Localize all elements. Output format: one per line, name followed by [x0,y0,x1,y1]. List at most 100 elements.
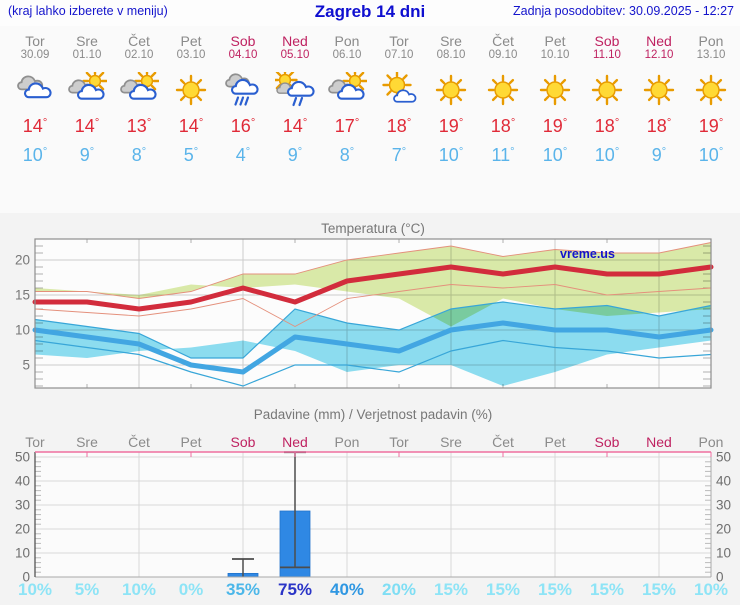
low-temp-label: 8° [131,145,147,165]
low-temp-label: 10° [542,145,568,165]
weather-icon [269,72,321,108]
low-temp-label: 10° [594,145,620,165]
forecast-day[interactable]: Čet 02.10 13° 8° [113,30,165,165]
low-temp-label: 10° [698,145,724,165]
forecast-day[interactable]: Tor 07.10 18° 7° [373,30,425,165]
high-temp-band [35,242,711,327]
day-name-label: Sob [230,33,256,49]
forecast-day[interactable]: Sre 08.10 19° 10° [425,30,477,165]
precip-day-label: Pon [699,434,724,450]
high-temp-label: 14° [22,116,48,136]
precip-probability-label: 10% [18,580,52,599]
high-temp-label: 19° [542,116,568,136]
high-temp-label: 14° [178,116,204,136]
low-temp-label: 11° [491,145,515,165]
precip-probability-label: 5% [75,580,100,599]
day-name-label: Pon [334,33,360,49]
precip-probability-label: 35% [226,580,260,599]
mostly-sunny-icon [382,72,417,103]
precip-probability-label: 15% [434,580,468,599]
day-name-label: Tor [389,33,409,49]
precip-probability-label: 10% [694,580,728,599]
high-temp-label: 14° [282,116,308,136]
precip-day-label: Pet [180,434,201,450]
temperature-chart-svg: 5 10 15 20 Temperatura (°C) vreme.us [15,221,714,389]
high-temp-label: 18° [386,116,412,136]
forecast-day[interactable]: Sob 11.10 18° 10° [581,30,633,165]
weather-icon [633,72,685,108]
day-name-label: Čet [128,33,150,49]
day-name-label: Pet [544,33,566,49]
sun-rain-icon [275,72,315,107]
low-temp-label: 10° [22,145,48,165]
precip-day-label: Pon [335,434,360,450]
precip-probability-label: 20% [382,580,416,599]
day-name-label: Sob [594,33,620,49]
precip-probability-label: 10% [122,580,156,599]
precip-axis-label: 0 [716,570,724,585]
day-date-label: 13.10 [696,49,726,61]
temp-axis-label: 20 [15,253,30,268]
watermark: vreme.us [560,247,615,261]
precip-day-label: Tor [389,434,409,450]
forecast-day[interactable]: Tor 30.09 14° 10° [9,30,61,165]
high-temp-label: 16° [230,116,256,136]
sunny-icon [487,74,519,106]
page-title: Zagreb 14 dni [314,2,426,21]
sunny-icon [539,74,571,106]
precip-day-label: Pet [544,434,565,450]
high-temp-label: 17° [334,116,360,136]
day-name-label: Pet [180,33,202,49]
location-menu-note: (kraj lahko izberete v meniju) [8,4,168,18]
partly-cloudy-icon [68,72,107,100]
day-date-label: 02.10 [124,49,154,61]
high-temp-label: 19° [698,116,724,136]
cloudy-icon [17,75,52,99]
sunny-icon [591,74,623,106]
precip-axis-label: 10 [716,546,731,561]
forecast-day[interactable]: Pon 06.10 17° 8° [321,30,373,165]
low-temp-label: 5° [183,145,199,165]
high-temp-line [32,264,714,312]
precip-axis-label: 40 [15,474,30,489]
low-temp-label: 7° [391,145,407,165]
precip-axis-label: 30 [716,498,731,513]
day-date-label: 07.10 [384,49,414,61]
weather-icon [581,72,633,108]
partly-cloudy-icon [328,72,367,100]
forecast-day[interactable]: Ned 05.10 14° 9° [269,30,321,165]
sunny-icon [435,74,467,106]
precipitation-chart-svg: Padavine (mm) / Verjetnost padavin (%) To… [15,407,731,599]
day-date-label: 03.10 [176,49,206,61]
day-name-label: Ned [282,33,308,49]
precip-probability-label: 40% [330,580,364,599]
low-temp-label: 4° [235,145,251,165]
high-temp-label: 18° [490,116,516,136]
precip-probability-label: 0% [179,580,204,599]
forecast-day[interactable]: Pon 13.10 19° 10° [685,30,737,165]
precip-day-label: Sob [231,434,256,450]
forecast-day[interactable]: Sob 04.10 16° 4° [217,30,269,165]
forecast-day[interactable]: Sre 01.10 14° 9° [61,30,113,165]
last-update-label: Zadnja posodobitev: 30.09.2025 - 12:27 [512,4,734,18]
forecast-day[interactable]: Pet 10.10 19° 10° [529,30,581,165]
precip-probability-label: 15% [590,580,624,599]
precip-day-label: Tor [25,434,45,450]
day-date-label: 10.10 [540,49,570,61]
day-date-label: 12.10 [644,49,674,61]
weather-icon [373,72,425,108]
high-temp-label: 18° [594,116,620,136]
day-date-label: 05.10 [280,49,310,61]
precip-day-label: Sre [76,434,98,450]
temp-axis-label: 10 [15,323,30,338]
weather-icon [477,72,529,108]
precip-axis-label: 40 [716,474,731,489]
weather-icon [217,72,269,108]
forecast-day[interactable]: Ned 12.10 18° 9° [633,30,685,165]
low-temp-label: 9° [79,145,95,165]
forecast-day[interactable]: Čet 09.10 18° 11° [477,30,529,165]
high-temp-label: 13° [126,116,152,136]
forecast-day[interactable]: Pet 03.10 14° 5° [165,30,217,165]
precip-axis-label: 20 [716,522,731,537]
day-name-label: Sre [440,33,462,49]
